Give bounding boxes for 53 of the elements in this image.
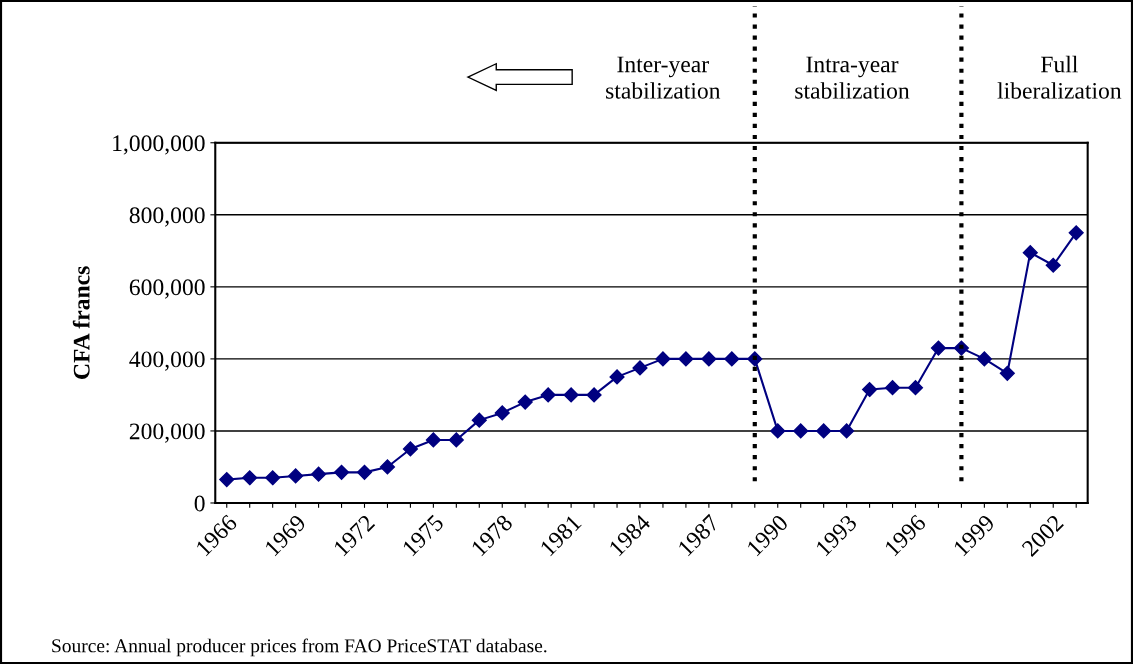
point [701,351,717,367]
point [999,365,1015,381]
point [242,470,258,486]
y-tick-label: 400,000 [129,351,205,371]
y-axis-title: CFA francs [72,266,90,379]
x-tick-label: 1999 [952,513,996,557]
point [770,423,786,439]
point [724,351,740,367]
point [1068,225,1084,241]
x-tick-label: 1990 [746,513,789,557]
x-tick-label: 1981 [539,514,582,557]
x-tick-label: 1993 [815,513,858,557]
point [862,381,878,398]
point [471,412,487,428]
point [288,468,304,484]
point [1022,245,1038,261]
y-tick-label: 800,000 [129,207,205,227]
point [402,441,418,457]
text: Intra-year stabilization [795,56,910,99]
y-tick-label: 1,000,000 [113,135,205,155]
y-tick-label: 600,000 [129,279,205,299]
point [333,464,350,480]
point [884,380,901,396]
point [517,394,533,410]
point [311,466,327,482]
point [632,360,648,376]
y-tick-label: 200,000 [129,423,205,443]
point [793,423,809,439]
point [563,387,579,403]
text: Full liberalization [997,55,1122,99]
point [219,471,235,488]
source-note: Source: Annual producer prices from FAO PriceSTAT database. [52,638,547,657]
point [540,387,556,403]
point [839,423,855,439]
text: Inter-year stabilization [606,56,721,99]
point [494,405,510,421]
point [678,351,694,367]
point [655,351,671,367]
point [448,432,464,448]
point [609,369,625,385]
y-tick-label: 0 [194,495,205,512]
point [425,432,441,448]
x-tick-label: 1969 [264,513,307,557]
x-tick-label: 1972 [333,514,376,557]
point [356,464,373,480]
point [1045,257,1061,273]
point [379,459,396,475]
point [816,423,832,439]
point [976,351,992,367]
point [586,387,602,403]
point [265,470,281,486]
point [930,340,947,356]
point [907,380,924,396]
